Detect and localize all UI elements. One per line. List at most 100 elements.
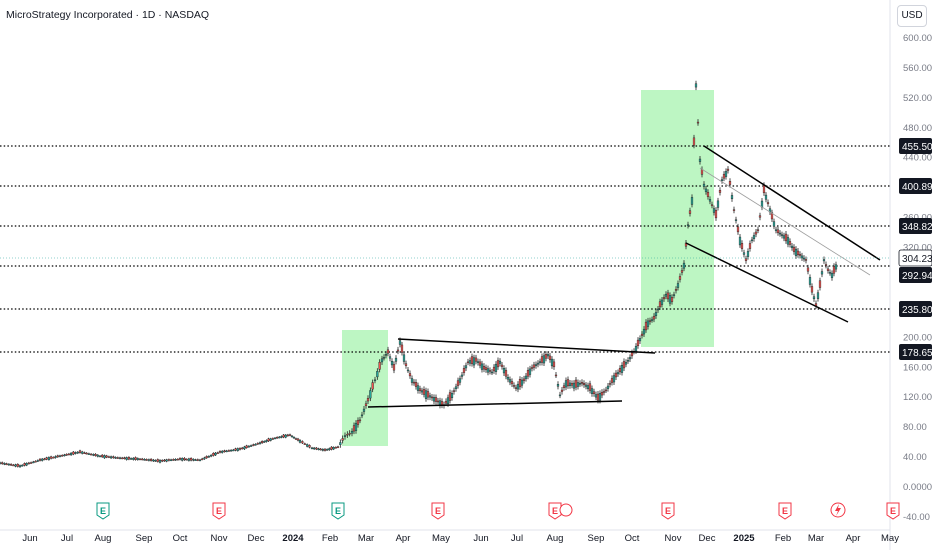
price-level-tag: [899, 301, 932, 317]
candle-body: [336, 446, 340, 448]
candle-body: [424, 390, 428, 399]
earnings-marker-label: E: [335, 506, 341, 516]
x-tick-label: 2025: [733, 533, 755, 544]
highlight-zone: [641, 90, 714, 347]
candle-body: [83, 452, 86, 454]
candle-body: [518, 379, 522, 388]
candle-body: [134, 457, 137, 460]
candle-body: [626, 360, 630, 362]
x-tick-label: Oct: [173, 533, 188, 544]
candle-body: [622, 361, 626, 369]
candle-body: [150, 458, 153, 461]
candle-body: [788, 241, 792, 245]
lightning-glyph-icon: [835, 504, 841, 516]
candle-body: [170, 459, 173, 461]
candle-body: [303, 443, 306, 445]
candle-body: [234, 448, 237, 451]
highlight-zone: [342, 330, 388, 446]
candle-body: [554, 374, 558, 377]
y-tick-label: 480.00: [903, 123, 932, 134]
candle-body: [273, 437, 277, 440]
candle-body: [524, 375, 528, 379]
candle-body: [628, 357, 632, 360]
candle-body: [136, 458, 139, 460]
candle-body: [230, 449, 233, 452]
candle-body: [247, 445, 250, 448]
candle-body: [452, 390, 456, 392]
y-tick-label: 200.00: [903, 332, 932, 343]
candle-body: [816, 292, 820, 299]
candle-body: [558, 394, 562, 397]
candle-body: [216, 452, 219, 454]
candle-body: [812, 296, 816, 300]
candle-body: [652, 315, 656, 320]
candle-body: [41, 458, 44, 461]
candle-body: [736, 226, 740, 233]
earnings-marker-icon: [661, 502, 675, 520]
candle-body: [588, 383, 592, 391]
candle-body: [724, 171, 728, 177]
candle-body: [826, 268, 830, 271]
candle-body: [734, 219, 738, 221]
candle-body: [339, 442, 342, 445]
candle-body: [152, 459, 155, 462]
candle-body: [276, 437, 279, 439]
candle-body: [194, 459, 197, 461]
candle-body: [404, 363, 408, 366]
candle-body: [350, 431, 354, 434]
candle-body: [121, 457, 124, 460]
dividend-icon: [559, 503, 573, 517]
candle-body: [810, 286, 814, 293]
candle-body: [672, 294, 676, 296]
candle-body: [167, 459, 170, 461]
candle-body: [348, 432, 351, 435]
candle-body: [362, 408, 366, 412]
x-tick-label: May: [881, 533, 899, 544]
candle-body: [508, 379, 512, 383]
candle-body: [562, 385, 566, 388]
candle-body: [752, 235, 756, 239]
candle-body: [542, 355, 546, 364]
candle-body: [446, 397, 450, 405]
candle-body: [454, 386, 458, 389]
price-level-label: 455.50: [902, 142, 932, 153]
currency-button[interactable]: USD: [897, 5, 927, 27]
candle-body: [334, 447, 337, 449]
candle-body: [572, 382, 576, 389]
x-tick-label: Nov: [665, 533, 682, 544]
candle-body: [254, 443, 257, 446]
candle-body: [550, 358, 554, 367]
candle-body: [492, 366, 496, 372]
x-tick-label: Sep: [136, 533, 153, 544]
earnings-marker-icon: [778, 502, 792, 520]
candle-body: [212, 453, 215, 456]
candle-body: [604, 389, 608, 392]
candle-body: [52, 457, 55, 459]
candle-body: [43, 458, 46, 461]
candle-body: [358, 419, 362, 422]
x-tick-label: Aug: [547, 533, 564, 544]
candle-body: [808, 277, 812, 285]
candle-body: [420, 390, 424, 393]
candle-body: [696, 121, 700, 124]
earnings-marker-label: E: [890, 506, 896, 516]
y-tick-label: 320.00: [903, 243, 932, 254]
candle-body: [261, 441, 264, 444]
candle-body: [210, 454, 213, 457]
candle-body: [408, 373, 412, 377]
candle-body: [730, 195, 734, 200]
price-level-label: 292.94: [902, 271, 932, 282]
x-tick-label: Nov: [211, 533, 228, 544]
y-tick-label: -40.00: [903, 512, 930, 523]
earnings-marker-icon: [331, 502, 345, 520]
candle-body: [538, 361, 542, 363]
candle-body: [354, 422, 358, 431]
candle-body: [78, 450, 82, 453]
candle-body: [756, 229, 760, 231]
candle-body: [466, 361, 470, 364]
candle-body: [36, 460, 39, 462]
x-tick-label: Oct: [625, 533, 640, 544]
candle-body: [656, 308, 660, 311]
